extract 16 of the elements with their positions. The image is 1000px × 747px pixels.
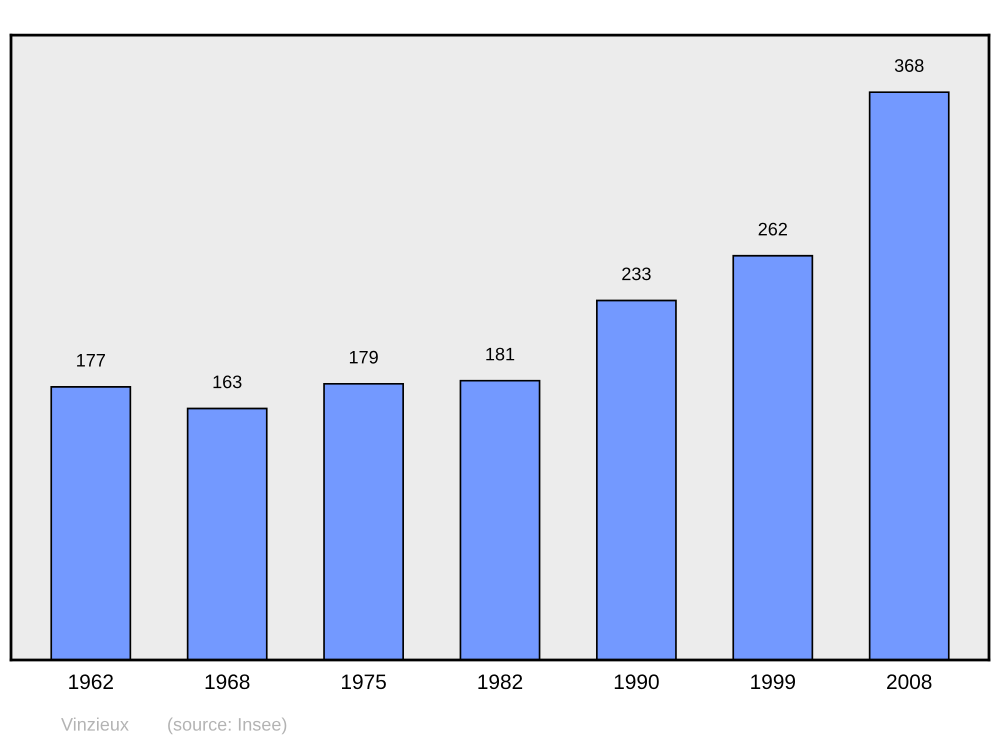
data-label: 177 xyxy=(77,354,105,366)
x-tick-label: 1982 xyxy=(478,674,522,690)
data-label: 233 xyxy=(622,267,651,280)
text: Vinzieux xyxy=(61,717,129,731)
data-label: 368 xyxy=(894,59,924,72)
x-tick-label: 1990 xyxy=(614,674,659,690)
data-label: 262 xyxy=(758,222,787,236)
text: (source: Insee) xyxy=(168,717,286,734)
x-tick-label: 2008 xyxy=(887,674,932,690)
x-tick-label: 1999 xyxy=(751,674,795,690)
x-tick-label: 1962 xyxy=(69,674,113,690)
x-tick-label: 1975 xyxy=(342,674,386,690)
x-tick-label: 1968 xyxy=(206,674,250,690)
data-label: 181 xyxy=(486,348,514,360)
data-label: 163 xyxy=(214,375,242,388)
data-label: 179 xyxy=(350,350,378,364)
